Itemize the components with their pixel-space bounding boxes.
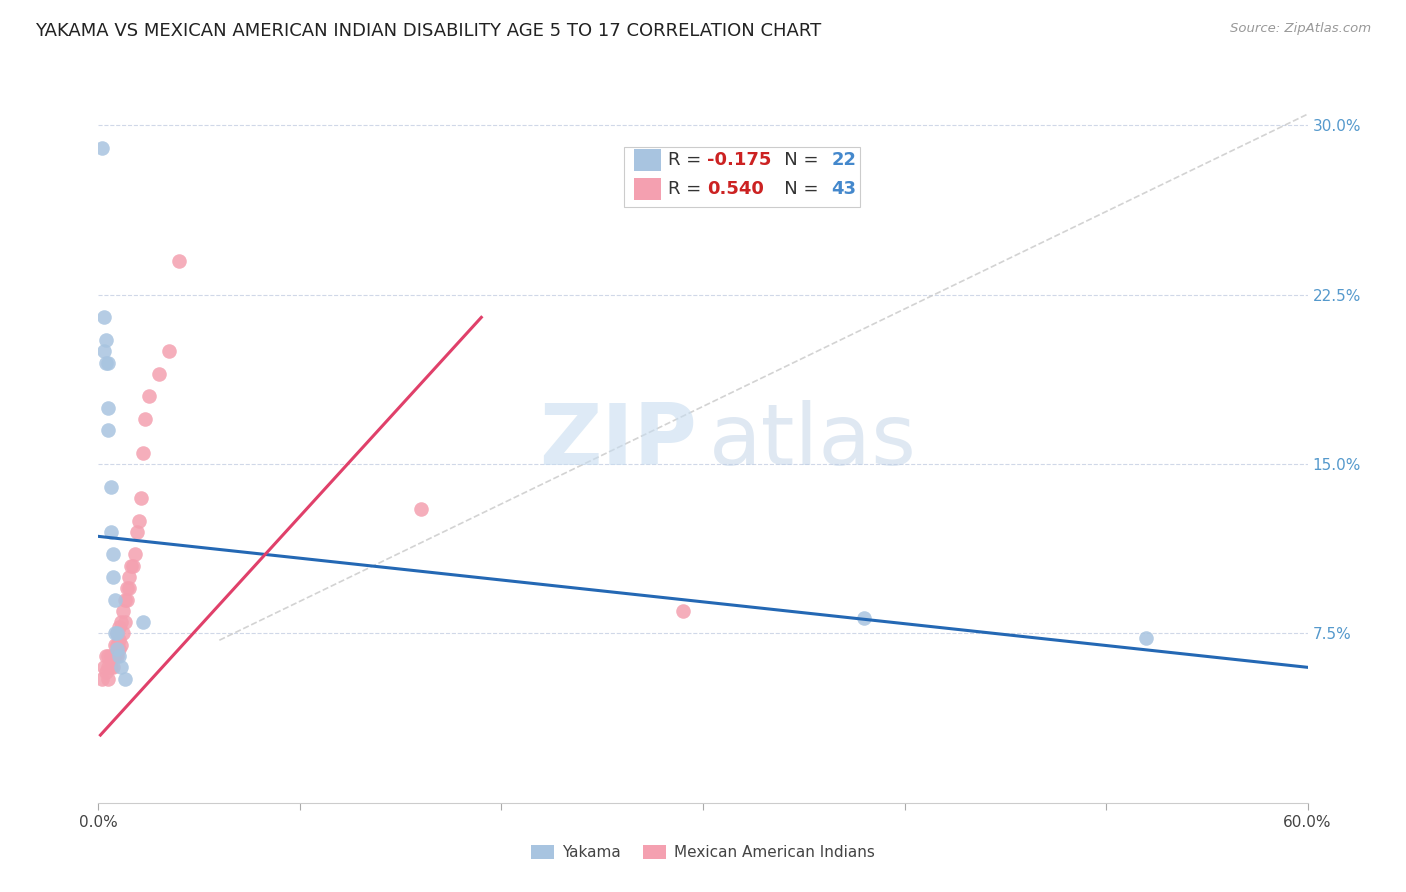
Text: 22: 22 — [831, 152, 856, 169]
Legend: Yakama, Mexican American Indians: Yakama, Mexican American Indians — [524, 839, 882, 866]
Text: R =: R = — [668, 180, 707, 198]
Point — [157, 344, 180, 359]
Point — [121, 558, 143, 573]
Point — [96, 665, 118, 679]
Point — [93, 310, 115, 325]
Point — [110, 660, 132, 674]
Point — [105, 648, 128, 663]
Point — [124, 548, 146, 562]
Point — [101, 548, 124, 562]
Point — [105, 626, 128, 640]
Point — [97, 423, 120, 437]
Point — [132, 615, 155, 630]
FancyBboxPatch shape — [634, 150, 661, 171]
Text: ZIP: ZIP — [540, 400, 697, 483]
Point — [118, 570, 141, 584]
Point — [134, 412, 156, 426]
Point — [138, 389, 160, 403]
Text: atlas: atlas — [709, 400, 917, 483]
Point — [107, 620, 129, 634]
Point — [96, 333, 118, 347]
Point — [91, 141, 114, 155]
Point — [114, 615, 136, 630]
Point — [93, 344, 115, 359]
Point — [97, 672, 120, 686]
Text: 0.540: 0.540 — [707, 180, 763, 198]
Point — [128, 514, 150, 528]
Point — [111, 604, 134, 618]
Point — [101, 570, 124, 584]
Text: N =: N = — [768, 152, 824, 169]
Text: -0.175: -0.175 — [707, 152, 770, 169]
Point — [853, 610, 876, 624]
Text: YAKAMA VS MEXICAN AMERICAN INDIAN DISABILITY AGE 5 TO 17 CORRELATION CHART: YAKAMA VS MEXICAN AMERICAN INDIAN DISABI… — [35, 22, 821, 40]
Point — [105, 638, 128, 652]
Point — [1135, 631, 1157, 645]
Point — [114, 672, 136, 686]
Point — [96, 355, 118, 369]
Point — [103, 638, 125, 652]
Point — [101, 660, 124, 674]
Point — [96, 648, 118, 663]
Point — [125, 524, 148, 539]
Text: 43: 43 — [831, 180, 856, 198]
Point — [97, 648, 120, 663]
Point — [100, 524, 122, 539]
Point — [105, 642, 128, 657]
Point — [114, 592, 136, 607]
Point — [97, 355, 120, 369]
Point — [110, 615, 132, 630]
Text: Source: ZipAtlas.com: Source: ZipAtlas.com — [1230, 22, 1371, 36]
Point — [100, 480, 122, 494]
Point — [107, 633, 129, 648]
Point — [97, 401, 120, 415]
Point — [100, 660, 122, 674]
Text: R =: R = — [668, 152, 707, 169]
Point — [93, 660, 115, 674]
Point — [100, 648, 122, 663]
Point — [409, 502, 432, 516]
Point — [101, 648, 124, 663]
Point — [672, 604, 695, 618]
Point — [103, 648, 125, 663]
Point — [167, 253, 190, 268]
Point — [103, 592, 125, 607]
Point — [97, 660, 120, 674]
Point — [129, 491, 152, 505]
FancyBboxPatch shape — [624, 147, 860, 207]
Point — [91, 672, 114, 686]
Point — [115, 582, 138, 596]
Point — [132, 446, 155, 460]
Point — [118, 582, 141, 596]
Point — [115, 592, 138, 607]
Point — [110, 638, 132, 652]
Point — [120, 558, 142, 573]
FancyBboxPatch shape — [634, 178, 661, 200]
Text: N =: N = — [768, 180, 824, 198]
Point — [148, 367, 170, 381]
Point — [107, 642, 129, 657]
Point — [103, 626, 125, 640]
Point — [107, 648, 129, 663]
Point — [111, 626, 134, 640]
Point — [105, 626, 128, 640]
